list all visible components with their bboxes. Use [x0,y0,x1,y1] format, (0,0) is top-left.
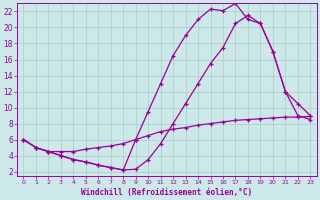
X-axis label: Windchill (Refroidissement éolien,°C): Windchill (Refroidissement éolien,°C) [81,188,252,197]
